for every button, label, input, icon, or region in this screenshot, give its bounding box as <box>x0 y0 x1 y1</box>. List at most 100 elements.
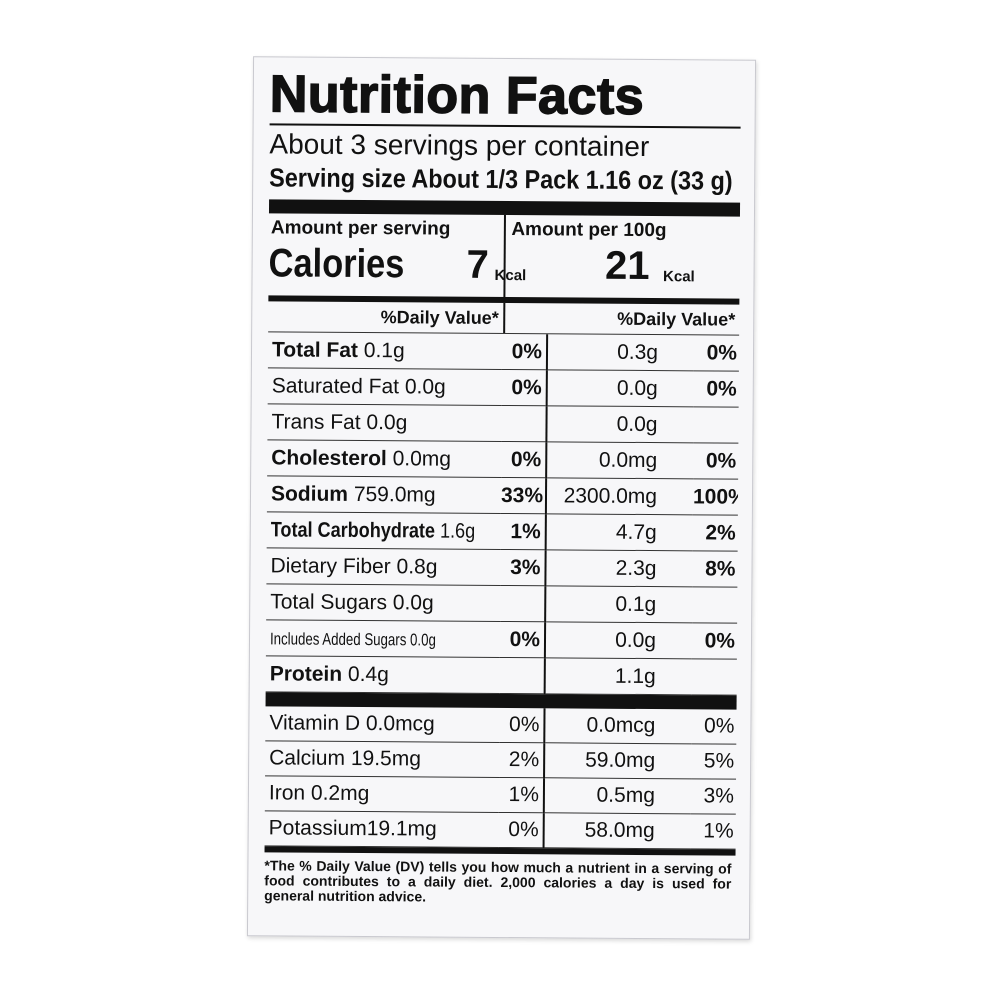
calories-unit-100g: Kcal <box>662 268 695 286</box>
label-title: Nutrition Facts <box>269 65 645 127</box>
table-row: Potassium19.1mg 0% 58.0mg 1% <box>264 810 736 850</box>
daily-value-100g: 0% <box>693 370 739 408</box>
amount-per-100g-label: Amount per 100g <box>511 219 667 242</box>
nutrient-amount: 0.1g <box>363 338 405 362</box>
daily-value-100g: 3% <box>690 778 737 815</box>
footnote: *The % Daily Value (DV) tells you how mu… <box>264 857 732 905</box>
nutrient-cell: Saturated Fat 0.0g <box>267 367 502 406</box>
nutrient-cell: Iron 0.2mg <box>264 775 500 813</box>
nutrient-name: Trans Fat <box>271 409 361 434</box>
calories-per-100g-value: 21 <box>604 243 650 289</box>
nutrient-cell: Protein 0.4g <box>265 655 500 694</box>
daily-value-serving <box>499 657 545 694</box>
daily-value-serving: 0% <box>499 707 545 743</box>
daily-value-100g: 0% <box>691 622 738 660</box>
nutrient-cell: Total Carbohydrate 1.6g <box>266 511 501 550</box>
daily-value-100g: 0% <box>693 442 739 480</box>
amount-per-100g: 58.0mg <box>543 812 691 849</box>
daily-value-serving: 1% <box>498 777 545 813</box>
nutrient-amount: 0.0g <box>366 410 408 434</box>
daily-value-serving: 0% <box>501 334 548 370</box>
nutrient-cell: Vitamin D 0.0mcg <box>265 706 500 743</box>
table-row: Vitamin D 0.0mcg 0% 0.0mcg 0% <box>265 706 737 745</box>
daily-value-serving: 1% <box>500 513 546 550</box>
daily-value-serving: 0% <box>498 812 544 848</box>
table-row: Dietary Fiber 0.8g 3% 2.3g 8% <box>266 547 738 588</box>
daily-value-serving <box>500 585 546 622</box>
nutrient-amount: 0.0mg <box>392 446 452 471</box>
table-row: Includes Added Sugars 0.0g 0% 0.0g 0% <box>265 619 738 660</box>
amount-per-100g: 2300.0mg <box>545 477 694 515</box>
daily-value-100g: 2% <box>692 514 738 552</box>
amount-per-serving-label: Amount per serving <box>270 217 451 240</box>
amount-per-100g: 0.0g <box>546 405 694 443</box>
table-row: Saturated Fat 0.0g 0% 0.0g 0% <box>267 367 739 408</box>
nutrition-label: Nutrition Facts About 3 servings per con… <box>246 56 757 940</box>
nutrient-amount: 759.0mg <box>353 482 436 507</box>
dv-header-100g: %Daily Value* <box>617 308 736 330</box>
nutrient-cell: Cholesterol 0.0mg <box>267 439 502 478</box>
nutrient-name: Iron <box>268 781 306 805</box>
nutrient-name: Total Carbohydrate <box>270 517 436 543</box>
nutrient-cell: Potassium19.1mg <box>264 810 499 848</box>
amount-per-100g: 2.3g <box>545 549 693 587</box>
daily-value-100g: 5% <box>691 743 737 780</box>
nutrient-cell: Includes Added Sugars 0.0g <box>265 619 501 658</box>
amount-per-100g: 0.0g <box>544 621 693 659</box>
nutrient-name: Includes Added Sugars <box>269 628 407 649</box>
amount-per-100g: 59.0mg <box>544 742 692 779</box>
vitamin-table: Vitamin D 0.0mcg 0% 0.0mcg 0% Calcium 19.5mg… <box>264 706 737 850</box>
nutrient-amount: 0.8g <box>396 554 438 579</box>
table-row: Sodium 759.0mg 33% 2300.0mg 100% <box>266 475 739 516</box>
daily-value-serving: 0% <box>501 441 547 478</box>
amount-per-100g: 1.1g <box>544 657 692 695</box>
nutrient-amount: 0.0g <box>410 629 436 650</box>
nutrient-amount: 0.0g <box>404 374 446 399</box>
daily-value-header: %Daily Value* %Daily Value* <box>268 301 740 336</box>
nutrient-name: Dietary Fiber <box>270 553 391 578</box>
daily-value-100g: 1% <box>690 813 736 850</box>
nutrient-name: Total Sugars <box>270 589 388 614</box>
calories-label: Calories <box>268 241 405 287</box>
daily-value-serving: 0% <box>499 621 546 658</box>
daily-value-100g <box>692 586 738 624</box>
serving-size: Serving size About 1/3 Pack 1.16 oz (33 … <box>269 162 733 196</box>
amount-per-100g: 0.0g <box>546 369 694 407</box>
calories-per-serving-value: 7 <box>466 242 490 287</box>
daily-value-serving: 3% <box>500 549 546 586</box>
nutrient-amount: 0.0mcg <box>365 712 435 736</box>
calories-block: Amount per serving Calories 7 Kcal Amoun… <box>268 213 740 305</box>
daily-value-serving: 33% <box>500 477 547 514</box>
table-row: Total Sugars 0.0g 0.1g <box>266 583 738 624</box>
daily-value-100g <box>693 406 739 444</box>
dv-header-serving: %Daily Value* <box>268 301 505 334</box>
amount-per-100g: 0.5mg <box>543 777 692 814</box>
daily-value-serving <box>501 405 547 442</box>
nutrient-name: Vitamin D <box>269 711 361 736</box>
amount-per-100g: 0.1g <box>545 585 693 623</box>
amount-per-100g: 0.0mg <box>546 441 694 479</box>
daily-value-100g <box>691 658 737 696</box>
table-row: Cholesterol 0.0mg 0% 0.0mg 0% <box>267 439 739 480</box>
nutrient-cell: Total Sugars 0.0g <box>266 583 501 622</box>
nutrient-name: Cholesterol <box>271 445 387 470</box>
nutrient-cell: Sodium 759.0mg <box>266 475 502 514</box>
calories-per-100g: Amount per 100g 21 Kcal <box>505 215 740 299</box>
daily-value-100g: 0% <box>693 335 740 372</box>
nutrient-amount: 1.6g <box>439 519 476 543</box>
table-row: Total Fat 0.1g 0% 0.3g 0% <box>267 332 740 372</box>
nutrient-cell: Dietary Fiber 0.8g <box>266 547 501 586</box>
daily-value-100g: 0% <box>691 709 737 745</box>
nutrient-name: Total Fat <box>271 337 359 362</box>
nutrient-amount: 19.5mg <box>350 746 422 771</box>
calories-per-serving: Amount per serving Calories 7 Kcal <box>268 213 526 298</box>
nutrient-amount: 0.2mg <box>310 781 370 806</box>
amount-per-100g: 0.3g <box>546 334 695 371</box>
daily-value-100g: 100% <box>692 478 739 516</box>
table-row: Trans Fat 0.0g 0.0g <box>267 403 739 444</box>
amount-per-100g: 4.7g <box>545 513 693 551</box>
daily-value-serving: 0% <box>501 369 547 406</box>
nutrient-name: Calcium <box>269 746 346 770</box>
nutrient-amount: 0.4g <box>347 662 389 686</box>
table-row: Protein 0.4g 1.1g <box>265 655 737 696</box>
